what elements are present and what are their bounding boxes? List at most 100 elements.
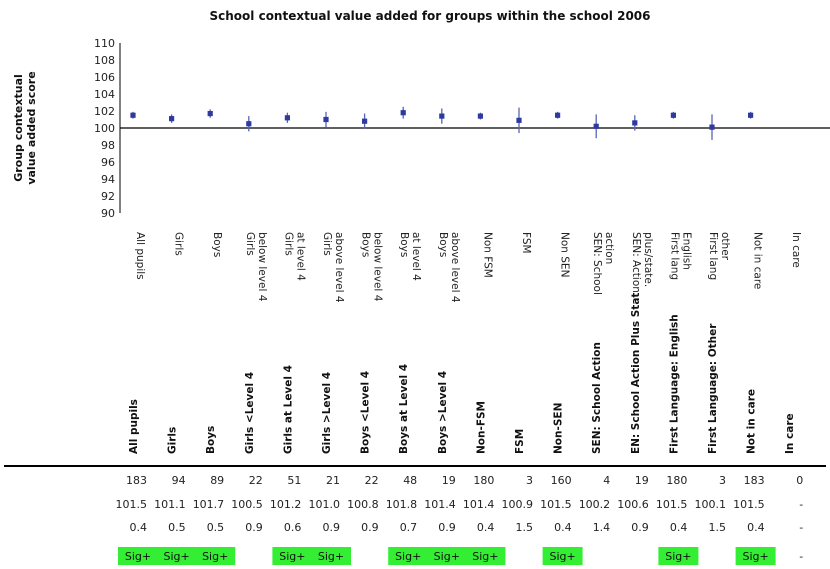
y-axis-label: Group contextual value added score [12, 71, 38, 184]
score-cell: 100.2 [579, 498, 611, 511]
error-cell: 0.4 [747, 521, 765, 534]
x-category-label: at level 4 [294, 232, 306, 281]
y-tick-label: 102 [94, 105, 115, 118]
table-column-header: Boys >Level 4 [437, 371, 449, 454]
score-cell: 101.5 [116, 498, 148, 511]
data-points [130, 106, 754, 140]
x-category-label: other [719, 232, 731, 261]
table-column-header: All pupils [128, 399, 140, 454]
x-category-label: First lang [668, 232, 680, 280]
y-tick-label: 98 [101, 139, 115, 152]
data-point [169, 116, 175, 122]
x-category-label: Boys [360, 232, 372, 257]
error-cell: 1.5 [516, 521, 534, 534]
y-tick-label: 92 [101, 190, 115, 203]
score-cell: 101.1 [154, 498, 186, 511]
x-category-label: at level 4 [410, 232, 422, 281]
table-column-header: FSM [514, 429, 526, 454]
count-cell: 89 [210, 474, 224, 487]
x-category-label: Girls [173, 232, 185, 256]
data-point [709, 124, 715, 130]
sig-badge-label: Sig+ [742, 550, 768, 563]
error-cell: 0.5 [207, 521, 225, 534]
score-cell: 101.5 [540, 498, 572, 511]
x-category-label: Boys [398, 232, 410, 257]
x-category-label: In care [790, 232, 802, 268]
y-tick-label: 100 [94, 122, 115, 135]
data-point [748, 112, 754, 118]
sig-badge-bg [311, 547, 351, 565]
count-cell: 21 [326, 474, 340, 487]
score-cell: 101.7 [193, 498, 225, 511]
y-tick-label: 90 [101, 207, 115, 220]
x-category-label: action [603, 232, 615, 264]
data-point [555, 112, 561, 118]
sig-badge-bg [156, 547, 197, 565]
sig-badge-bg [195, 547, 236, 565]
data-point [632, 120, 638, 126]
y-tick-label: 108 [94, 54, 115, 67]
sig-badge-label: Sig+ [279, 550, 305, 563]
count-cell: 22 [365, 474, 379, 487]
count-cell: 4 [603, 474, 610, 487]
table-column-header: Girls [167, 427, 179, 454]
x-category-label: Not in care [752, 232, 764, 289]
x-category-label: Non SEN [559, 232, 571, 277]
chart-title: School contextual value added for groups… [210, 9, 651, 23]
x-category-label: Girls [244, 232, 256, 256]
y-axis-label-line: value added score [25, 71, 38, 184]
score-cell: 101.0 [309, 498, 341, 511]
table-column-header: Non-SEN [553, 403, 565, 454]
sig-badge-bg [735, 547, 776, 565]
score-cell: 101.4 [463, 498, 495, 511]
table-column-header: First Language: English [668, 314, 680, 454]
error-cell: 0.9 [323, 521, 341, 534]
error-cell: 1.5 [709, 521, 727, 534]
y-axis: 90 92 94 96 98 100 102 104 106 108 110 [94, 37, 830, 220]
score-cell: 101.8 [386, 498, 418, 511]
table-column-header: Girls at Level 4 [282, 365, 294, 454]
error-cell: 0.6 [284, 521, 302, 534]
x-category-label: Boys [211, 232, 223, 257]
x-category-label: plus/state. [642, 232, 654, 287]
x-category-label: below level 4 [372, 232, 384, 302]
sig-badge-label: Sig+ [202, 550, 228, 563]
data-point [246, 121, 252, 127]
data-point [130, 112, 136, 118]
x-category-label: Non FSM [481, 232, 493, 278]
error-cell: 0.7 [400, 521, 418, 534]
data-point [670, 112, 676, 118]
score-cell: 101.4 [424, 498, 456, 511]
error-cell: 0.9 [361, 521, 379, 534]
error-cell: 0.4 [554, 521, 572, 534]
sig-badge-label: Sig+ [549, 550, 575, 563]
results-table: All pupils Girls Boys Girls <Level 4 Girls a… [4, 293, 826, 565]
count-cell: 51 [287, 474, 301, 487]
table-column-header: Non-FSM [475, 401, 487, 454]
sig-badge-label: Sig+ [665, 550, 691, 563]
data-point [516, 117, 522, 123]
data-point [284, 115, 290, 121]
y-tick-label: 94 [101, 173, 115, 186]
x-category-label: Girls [282, 232, 294, 256]
score-cell: 100.8 [347, 498, 379, 511]
table-column-header: EN: School Action Plus Stat [630, 293, 642, 454]
x-category-label: above level 4 [333, 232, 345, 303]
sig-badge-label: Sig+ [434, 550, 460, 563]
sig-badge-bg [388, 547, 429, 565]
count-cell: 180 [666, 474, 687, 487]
x-category-label: below level 4 [256, 232, 268, 302]
score-cell: 101.5 [656, 498, 688, 511]
error-cell: - [799, 521, 803, 534]
sig-badge-bg [118, 547, 158, 565]
x-category-label: Boys [437, 232, 449, 257]
data-point [362, 118, 368, 124]
table-column-header: SEN: School Action [591, 342, 603, 454]
data-point [593, 123, 599, 129]
sig-badge-label: Sig+ [318, 550, 344, 563]
x-axis-category-labels: All pupils Girls Boys Girls below level 4 Gir… [134, 232, 802, 303]
x-category-label: FSM [520, 232, 532, 254]
error-cell: 1.4 [593, 521, 611, 534]
table-column-header: First Language: Other [707, 323, 719, 454]
error-cell: 0.9 [438, 521, 456, 534]
